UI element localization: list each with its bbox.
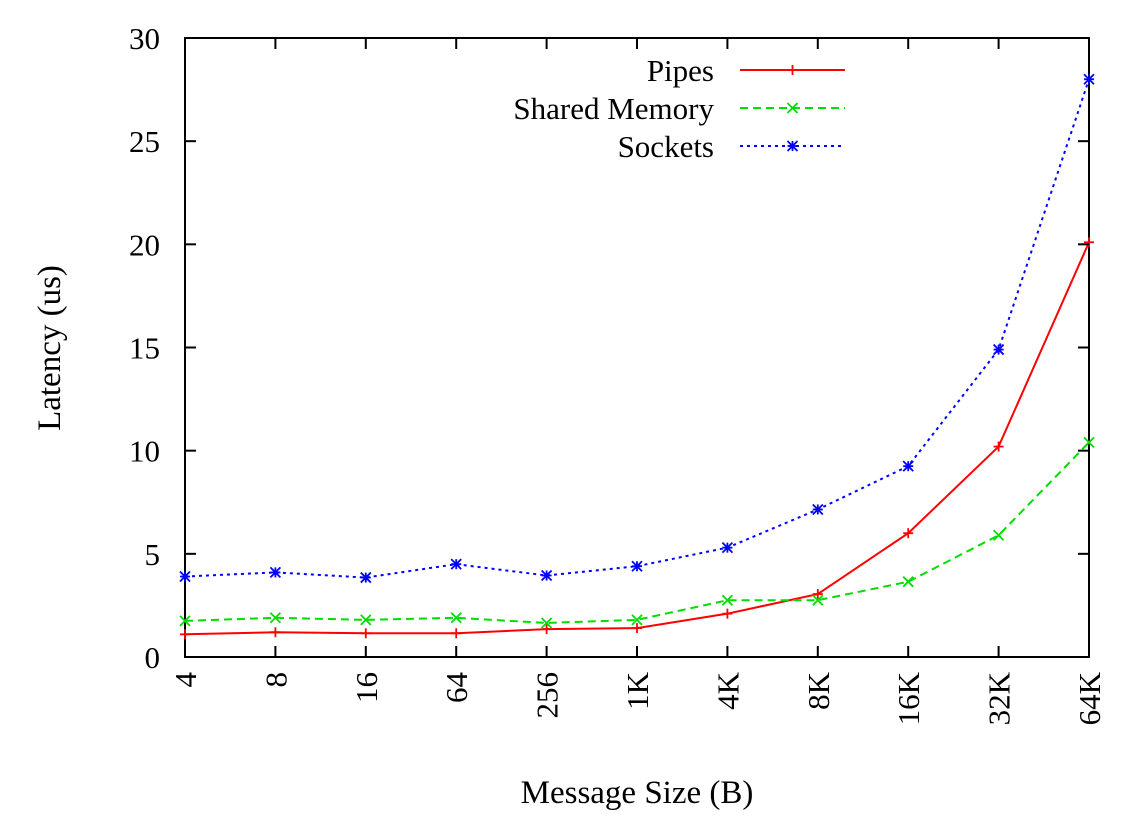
x-tick-label: 64 [439, 672, 474, 704]
x-axis-label: Message Size (B) [521, 775, 754, 811]
x-tick-label: 4K [710, 671, 745, 710]
legend-marker [787, 65, 798, 75]
x-tick-label: 8 [258, 672, 293, 688]
x-tick-label: 1K [620, 671, 655, 710]
data-point [812, 589, 823, 600]
y-tick-label: 15 [129, 331, 160, 366]
data-point [721, 594, 734, 606]
x-tick-label: 16 [349, 672, 384, 703]
data-point [269, 612, 282, 624]
x-tick-label: 32K [982, 671, 1017, 725]
x-tick-label: 4 [168, 672, 203, 688]
data-point [180, 629, 190, 640]
data-point [179, 570, 191, 583]
data-point [1083, 436, 1095, 449]
legend-marker [786, 140, 799, 152]
data-point [993, 441, 1004, 452]
data-point [450, 558, 462, 570]
data-point [631, 614, 643, 626]
series-group [179, 73, 1095, 640]
x-tick-label: 256 [530, 672, 565, 719]
series-sockets [179, 73, 1095, 584]
y-tick-label: 25 [129, 124, 160, 159]
data-point [269, 566, 282, 579]
data-point [812, 594, 824, 606]
series-line [184, 441, 1090, 624]
data-point [1084, 237, 1094, 248]
data-point [632, 623, 642, 634]
data-point [1083, 73, 1095, 85]
y-axis-label: Latency (us) [32, 265, 68, 431]
legend-label: Pipes [647, 53, 714, 88]
y-tick-label: 0 [145, 640, 161, 675]
data-point [902, 576, 914, 588]
data-point [179, 615, 191, 627]
data-point [360, 628, 371, 639]
data-point [631, 560, 643, 572]
data-point [360, 614, 372, 626]
data-point [540, 569, 553, 582]
data-point [450, 612, 462, 624]
data-point [903, 528, 914, 539]
series-shared-memory [179, 436, 1095, 629]
data-point [722, 608, 733, 619]
x-tick-label: 64K [1072, 671, 1107, 725]
x-tick-label: 8K [801, 671, 836, 710]
x-tick-label: 16K [891, 671, 926, 725]
axes: 0 5 10 15 20 25 30 4 8 16 64 256 1K 4K 8K 16K 32K 64K [129, 21, 1107, 725]
legend-label: Sockets [618, 129, 714, 164]
data-point [270, 627, 281, 638]
y-tick-label: 20 [129, 227, 160, 262]
data-point [992, 343, 1005, 356]
data-point [812, 503, 824, 516]
data-point [902, 460, 914, 472]
data-point [721, 542, 734, 554]
legend-marker [786, 102, 799, 114]
data-point [540, 617, 553, 629]
series-pipes [180, 237, 1094, 640]
y-tick-label: 10 [129, 434, 160, 469]
data-point [451, 628, 462, 639]
y-tick-label: 30 [129, 21, 160, 56]
data-point [541, 624, 552, 635]
y-tick-label: 5 [145, 537, 161, 572]
data-point [360, 571, 372, 584]
data-point [992, 529, 1005, 541]
legend-label: Shared Memory [513, 91, 714, 126]
